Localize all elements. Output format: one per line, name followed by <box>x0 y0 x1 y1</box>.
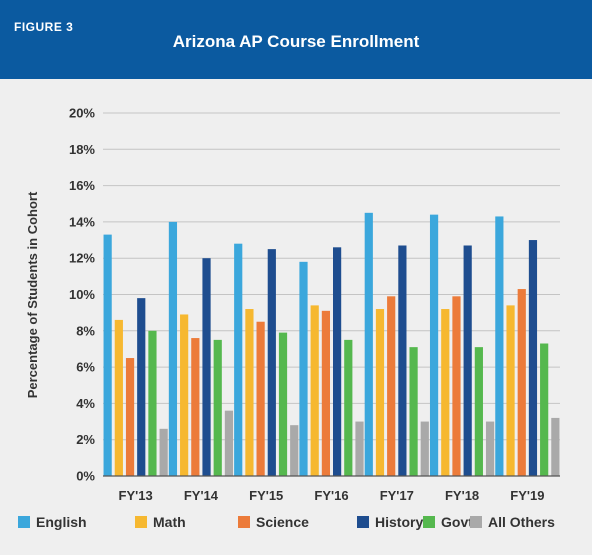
bar <box>137 298 146 476</box>
bar <box>364 212 373 476</box>
legend-label: All Others <box>488 514 555 530</box>
y-tick-label: 2% <box>76 432 95 447</box>
y-tick-label: 10% <box>69 287 95 302</box>
gridlines <box>103 112 560 441</box>
figure-label: FIGURE 3 <box>14 20 74 34</box>
y-tick-label: 16% <box>69 178 95 193</box>
bar <box>180 314 189 476</box>
bar <box>278 332 288 476</box>
bar <box>528 240 538 476</box>
bar <box>202 258 211 476</box>
x-tick-label: FY'13 <box>119 488 153 503</box>
chart-title: Arizona AP Course Enrollment <box>172 32 420 51</box>
bar <box>159 428 168 476</box>
bar <box>103 234 112 476</box>
bar <box>245 309 254 476</box>
bar <box>333 247 342 476</box>
legend-swatch <box>18 516 30 528</box>
legend-swatch <box>357 516 369 528</box>
bar <box>452 296 461 476</box>
bar <box>114 319 123 476</box>
bar <box>398 245 407 476</box>
legend-swatch <box>135 516 147 528</box>
x-tick-label: FY'14 <box>184 488 219 503</box>
y-tick-label: 14% <box>69 214 95 229</box>
figure-header: FIGURE 3 Arizona AP Course Enrollment <box>0 0 592 79</box>
legend-swatch <box>423 516 435 528</box>
bar <box>485 421 495 476</box>
legend-label: Govt <box>441 514 473 530</box>
y-tick-label: 4% <box>76 396 95 411</box>
bar <box>213 339 222 476</box>
bar <box>387 296 396 476</box>
legend-swatch <box>238 516 250 528</box>
y-tick-label: 12% <box>69 251 95 266</box>
bar <box>234 243 243 476</box>
bar <box>474 347 483 476</box>
x-tick-label: FY'18 <box>445 488 479 503</box>
x-tick-label: FY'15 <box>249 488 283 503</box>
legend-label: Math <box>153 514 186 530</box>
bar <box>168 221 178 476</box>
y-axis-label: Percentage of Students in Cohort <box>25 191 40 398</box>
bar <box>299 261 308 476</box>
bar <box>517 289 526 476</box>
bar <box>290 425 299 476</box>
x-tick-label: FY'19 <box>510 488 544 503</box>
bar <box>463 245 472 476</box>
bar <box>256 321 265 476</box>
bar <box>148 330 157 476</box>
bar <box>375 309 385 476</box>
legend-swatch <box>470 516 482 528</box>
y-tick-label: 18% <box>69 142 95 157</box>
bar <box>125 358 135 476</box>
bars <box>103 212 560 476</box>
legend-label: English <box>36 514 87 530</box>
legend: English Math Science History Govt All Others <box>18 514 555 530</box>
legend-label: History <box>375 514 423 530</box>
bar <box>191 338 200 476</box>
bar <box>344 339 353 476</box>
y-tick-label: 20% <box>69 106 95 121</box>
legend-label: Science <box>256 514 309 530</box>
x-tick-label: FY'17 <box>380 488 414 503</box>
bar <box>224 410 234 476</box>
x-axis-ticks: FY'13 FY'14 FY'15 FY'16 FY'17 FY'18 FY'19 <box>119 488 545 503</box>
bar <box>420 421 429 476</box>
bar <box>540 343 549 476</box>
y-tick-label: 0% <box>76 469 95 484</box>
y-axis-ticks: 0% 2% 4% 6% 8% 10% 12% 14% 16% 18% 20% <box>69 106 95 484</box>
bar <box>267 249 276 476</box>
bar <box>409 347 418 476</box>
x-tick-label: FY'16 <box>314 488 348 503</box>
y-tick-label: 6% <box>76 360 95 375</box>
bar <box>495 216 504 476</box>
bar <box>310 305 319 476</box>
bar <box>441 309 450 476</box>
bar <box>506 305 515 476</box>
bar <box>551 417 560 476</box>
bar <box>355 421 364 476</box>
bar <box>321 310 330 476</box>
y-tick-label: 8% <box>76 323 95 338</box>
bar <box>429 214 439 476</box>
